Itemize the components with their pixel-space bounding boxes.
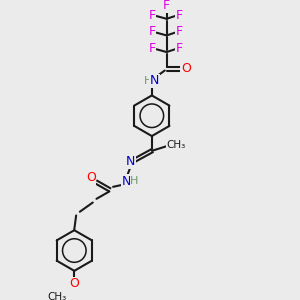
Text: F: F [148,9,155,22]
Text: N: N [121,175,131,188]
Text: F: F [176,25,183,38]
Text: H: H [144,76,152,86]
Text: F: F [163,0,170,12]
Text: N: N [126,155,135,168]
Text: O: O [181,62,191,75]
Text: CH₃: CH₃ [47,292,66,300]
Text: H: H [130,176,139,186]
Text: F: F [148,42,155,55]
Text: O: O [86,171,96,184]
Text: O: O [69,277,79,290]
Text: F: F [176,9,183,22]
Text: N: N [150,74,159,87]
Text: F: F [176,42,183,55]
Text: F: F [148,25,155,38]
Text: CH₃: CH₃ [166,140,185,150]
